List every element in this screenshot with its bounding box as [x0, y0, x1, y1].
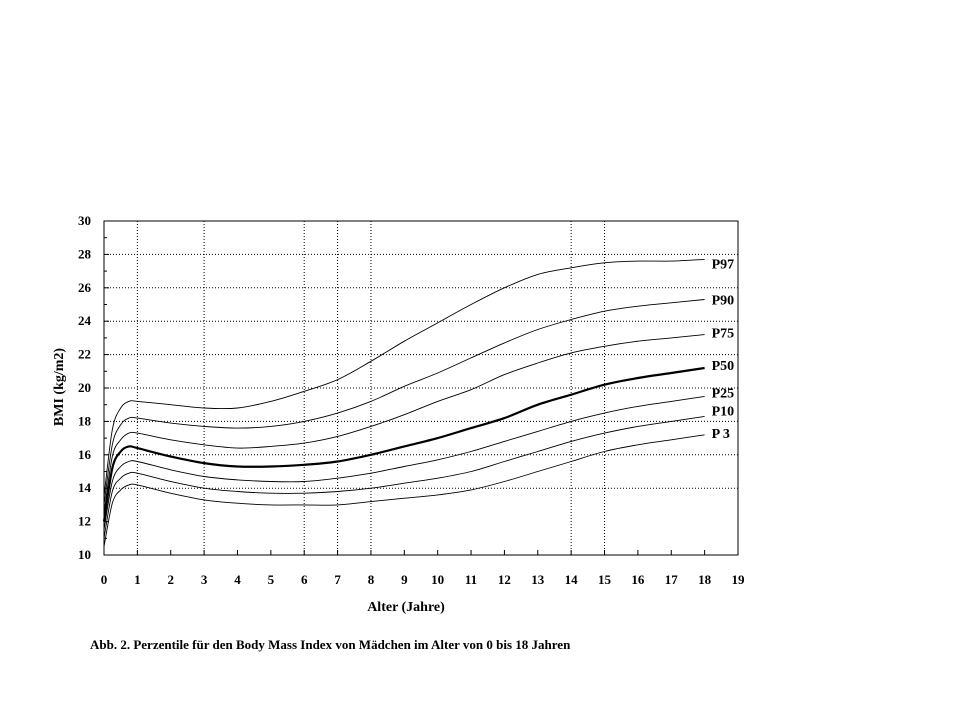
curve-p25: [103, 395, 705, 531]
x-tick-label-14: 14: [565, 572, 579, 587]
curve-p10: [103, 415, 705, 539]
label-p50: P50: [712, 359, 735, 374]
figure-caption: Abb. 2. Perzentile für den Body Mass Ind…: [90, 637, 571, 652]
y-tick-label-20: 20: [78, 380, 91, 395]
x-tick-label-15: 15: [598, 572, 612, 587]
x-tick-label-0: 0: [101, 572, 108, 587]
x-tick-label-6: 6: [301, 572, 308, 587]
y-tick-label-24: 24: [78, 313, 92, 328]
y-tick-label-18: 18: [78, 413, 92, 428]
y-tick-label-30: 30: [78, 213, 91, 228]
curve-p90: [103, 299, 705, 505]
x-tick-label-8: 8: [368, 572, 375, 587]
y-axis-title: BMI (kg/m2): [52, 348, 67, 427]
percentile-labels: P97 P90 P75 P50 P25 P10 P 3: [712, 257, 735, 441]
curve-p50: [102, 366, 705, 522]
x-tick-label-18: 18: [698, 572, 712, 587]
label-p10: P10: [712, 404, 735, 419]
percentile-curves: [102, 258, 705, 547]
x-tick-label-16: 16: [631, 572, 645, 587]
y-tick-label-12: 12: [78, 514, 91, 529]
label-p3: P 3: [712, 427, 730, 442]
curve-p75: [103, 334, 705, 514]
label-p75: P75: [712, 327, 735, 342]
grid-lines: [104, 221, 738, 555]
y-tick-label-10: 10: [78, 547, 91, 562]
x-tick-label-12: 12: [498, 572, 511, 587]
curve-p3: [103, 434, 705, 547]
label-p97: P97: [712, 257, 735, 272]
x-tick-label-13: 13: [531, 572, 545, 587]
label-p90: P90: [712, 293, 735, 308]
x-tick-label-1: 1: [134, 572, 141, 587]
label-p25: P25: [712, 386, 735, 401]
axis-ticks: [103, 220, 739, 556]
plot-frame: [103, 220, 739, 556]
x-tick-label-17: 17: [665, 572, 679, 587]
x-tick-label-9: 9: [401, 572, 408, 587]
x-tick-label-7: 7: [334, 572, 341, 587]
x-tick-label-5: 5: [268, 572, 275, 587]
x-tick-label-4: 4: [234, 572, 241, 587]
x-tick-label-10: 10: [431, 572, 444, 587]
y-tick-label-26: 26: [78, 280, 92, 295]
y-tick-label-16: 16: [78, 447, 92, 462]
x-tick-label-11: 11: [465, 572, 477, 587]
x-tick-label-3: 3: [201, 572, 208, 587]
y-tick-label-22: 22: [78, 347, 91, 362]
y-tick-label-28: 28: [78, 246, 92, 261]
curve-p97: [103, 258, 705, 497]
y-tick-label-14: 14: [78, 480, 92, 495]
x-axis-title: Alter (Jahre): [367, 600, 445, 615]
x-tick-label-19: 19: [732, 572, 746, 587]
x-tick-label-2: 2: [167, 572, 174, 587]
